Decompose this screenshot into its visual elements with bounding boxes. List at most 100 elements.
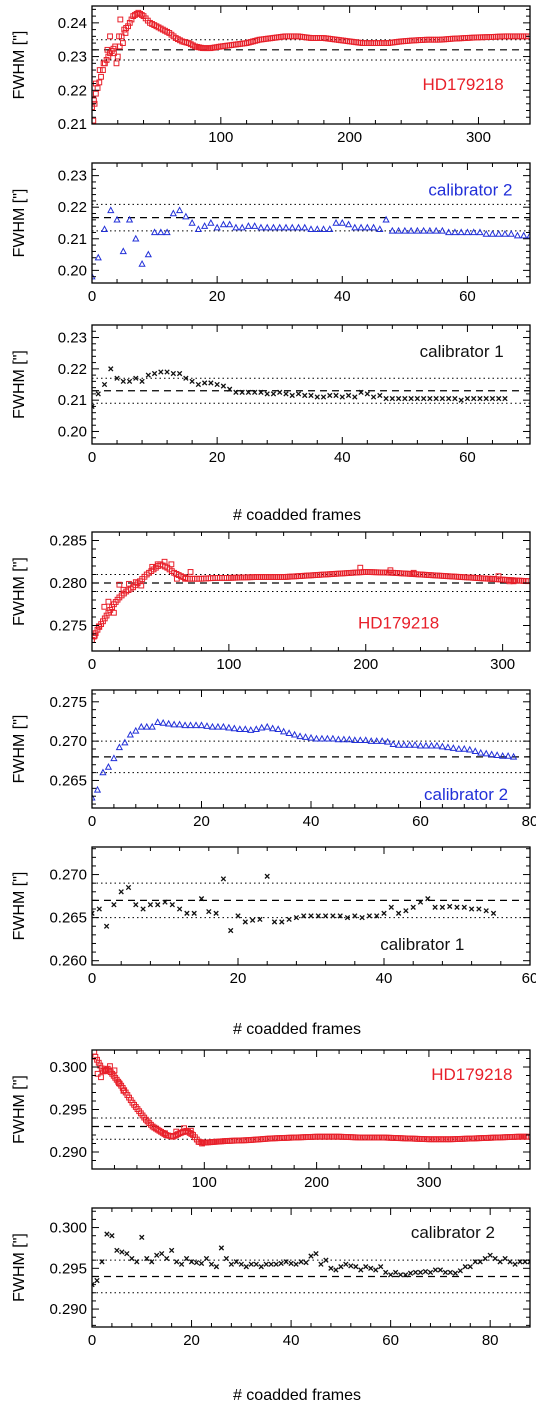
data-point (181, 721, 189, 729)
data-point (107, 33, 113, 40)
data-point (313, 1133, 320, 1140)
data-point (476, 906, 482, 912)
y-axis-label: FWHM ["] (11, 557, 28, 626)
data-point (334, 735, 343, 743)
x-tick-label: 20 (193, 813, 210, 830)
data-point (163, 228, 171, 236)
data-layer (92, 558, 530, 643)
data-point (504, 752, 512, 759)
data-point (168, 1247, 175, 1254)
data-point (126, 19, 133, 26)
data-point (368, 1265, 374, 1271)
data-point (319, 225, 328, 233)
data-point (403, 908, 409, 914)
data-point (183, 1255, 190, 1262)
data-point (438, 226, 447, 234)
data-point (526, 231, 530, 239)
data-point (387, 1272, 394, 1278)
data-point (143, 722, 151, 730)
data-point (452, 395, 458, 402)
data-point (296, 732, 304, 740)
data-point (422, 741, 430, 749)
data-point (468, 906, 475, 912)
data-point (433, 741, 441, 749)
data-point (432, 226, 440, 234)
data-point (460, 744, 468, 752)
data-point (376, 225, 384, 233)
data-point (194, 225, 203, 233)
data-point (120, 378, 126, 385)
data-point (471, 747, 479, 755)
data-point (412, 1269, 419, 1276)
x-tick-label: 200 (304, 1174, 329, 1191)
data-point (426, 226, 434, 234)
data-point (188, 218, 196, 226)
data-point (330, 1133, 337, 1140)
data-point (99, 768, 107, 776)
data-point (414, 395, 421, 402)
data-layer (92, 9, 530, 124)
data-point (341, 1133, 348, 1140)
y-tick-label: 0.290 (49, 1301, 87, 1318)
data-point (462, 1264, 468, 1270)
x-tick-label: 60 (412, 813, 429, 830)
data-point (329, 734, 337, 742)
data-point (488, 575, 495, 582)
x-tick-label: 100 (216, 656, 241, 673)
data-point (237, 1137, 244, 1144)
data-layer (92, 718, 518, 801)
data-point (125, 215, 134, 223)
data-point (432, 904, 438, 910)
data-point (219, 220, 228, 228)
data-point (214, 722, 222, 730)
data-point (218, 1245, 225, 1251)
data-point (389, 740, 397, 747)
data-point (92, 637, 95, 643)
x-tick-label: 20 (209, 449, 226, 466)
data-point (115, 743, 124, 751)
data-point (395, 395, 402, 402)
data-point (290, 730, 299, 738)
data-point (121, 738, 129, 746)
data-point (402, 395, 408, 402)
data-point (279, 919, 285, 925)
data-point (295, 391, 302, 397)
data-point (286, 916, 292, 923)
data-point (188, 1259, 195, 1265)
y-tick-label: 0.270 (49, 867, 87, 884)
data-point (445, 228, 453, 236)
data-point (388, 904, 394, 910)
data-point (306, 1134, 313, 1140)
data-point (252, 389, 258, 395)
data-point (517, 1259, 523, 1265)
data-point (134, 1259, 140, 1265)
series-annotation: calibrator 1 (420, 342, 504, 361)
data-point (457, 1268, 463, 1274)
plot-frame (91, 5, 531, 125)
data-point (137, 722, 145, 730)
x-axis-label: # coadded frames (233, 507, 361, 524)
data-point (388, 226, 396, 234)
data-point (470, 1135, 477, 1142)
data-point (374, 1134, 380, 1141)
data-point (312, 734, 321, 742)
y-tick-label: 0.22 (58, 199, 87, 216)
data-point (364, 391, 370, 397)
data-point (322, 913, 329, 919)
data-point (220, 876, 227, 882)
data-point (116, 1080, 122, 1087)
data-point (520, 231, 528, 239)
data-point (438, 742, 447, 750)
data-point (283, 391, 289, 397)
data-point (412, 1135, 419, 1142)
data-point (213, 910, 219, 916)
data-point (358, 1267, 364, 1273)
x-tick-label: 20 (209, 288, 226, 305)
data-point (408, 395, 414, 402)
x-tick-label: 40 (283, 1332, 300, 1349)
data-point (439, 395, 446, 402)
data-point (176, 906, 183, 912)
data-point (249, 917, 256, 923)
plot-frame (91, 162, 531, 284)
data-point (337, 1133, 344, 1140)
